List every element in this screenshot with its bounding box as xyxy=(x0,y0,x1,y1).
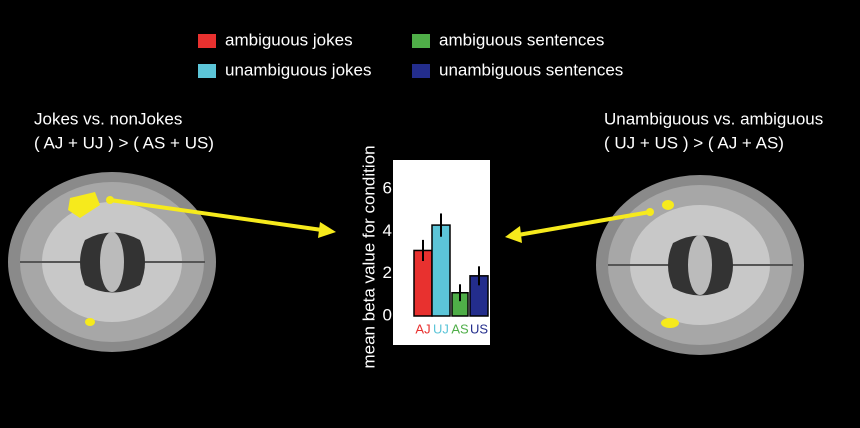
right-title: Unambiguous vs. ambiguous xyxy=(604,109,823,128)
figure: Jokes vs. nonJokes ( AJ + UJ ) > ( AS + … xyxy=(0,0,860,428)
legend-swatch xyxy=(198,34,216,48)
bar xyxy=(432,225,450,316)
left-contrast: ( AJ + UJ ) > ( AS + US) xyxy=(34,133,214,152)
x-tick-label: UJ xyxy=(433,321,449,336)
y-tick-label: 2 xyxy=(383,263,392,282)
legend-swatch xyxy=(412,64,430,78)
y-tick-label: 0 xyxy=(383,305,392,324)
legend-label: ambiguous sentences xyxy=(439,30,604,49)
legend-label: ambiguous jokes xyxy=(225,30,353,49)
x-tick-label: AS xyxy=(451,321,469,336)
legend-label: unambiguous sentences xyxy=(439,60,623,79)
right-brain xyxy=(596,175,804,355)
page: Jokes vs. nonJokes ( AJ + UJ ) > ( AS + … xyxy=(0,0,860,428)
x-tick-label: AJ xyxy=(415,321,430,336)
legend-swatch xyxy=(412,34,430,48)
x-tick-label: US xyxy=(470,321,488,336)
right-contrast: ( UJ + US ) > ( AJ + AS) xyxy=(604,133,784,152)
legend-label: unambiguous jokes xyxy=(225,60,371,79)
y-tick-label: 4 xyxy=(383,221,392,240)
legend-swatch xyxy=(198,64,216,78)
y-tick-label: 6 xyxy=(383,179,392,198)
y-axis-label: mean beta value for condition xyxy=(359,145,378,368)
left-title: Jokes vs. nonJokes xyxy=(34,109,182,128)
